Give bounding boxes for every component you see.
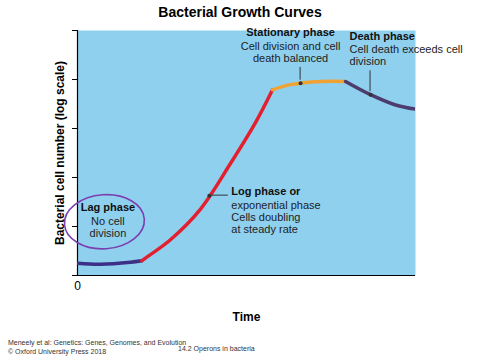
svg-text:Cell death exceeds celldivisio: Cell death exceeds celldivision [350,43,463,67]
html-text:Meneely et al: Genetics: Genes: Meneely et al: Genetics: Genes, Genomes,… [8,339,187,346]
svg-text:Time: Time [233,310,261,324]
svg-text:Log phase or: Log phase or [231,185,301,197]
svg-text:0: 0 [74,279,81,293]
svg-text:Bacterial cell number (log sca: Bacterial cell number (log scale) [53,61,67,245]
svg-text:Lag phase: Lag phase [81,201,135,213]
svg-text:Stationary phase: Stationary phase [246,26,335,38]
html-text:© Oxford University Press 2018: © Oxford University Press 2018 [8,348,107,355]
svg-text:Cell division and celldeath ba: Cell division and celldeath balanced [241,40,341,64]
svg-text:exponential phaseCells doublin: exponential phaseCells doublingat steady… [231,199,320,235]
html-text:14.2 Operons in bacteria: 14.2 Operons in bacteria [178,345,255,352]
svg-text:No celldivision: No celldivision [90,215,127,239]
html-text:Bacterial Growth Curves: Bacterial Growth Curves [158,4,322,20]
svg-text:Death phase: Death phase [350,30,415,42]
